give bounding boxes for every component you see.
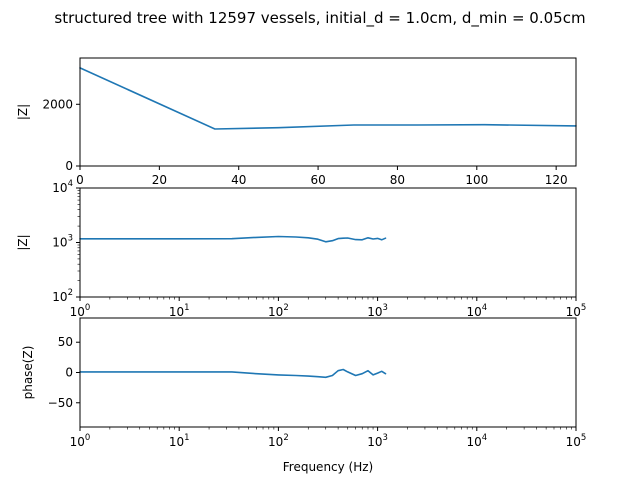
x-tick-label: 80 — [390, 173, 405, 187]
x-tick-label: 101 — [169, 303, 190, 319]
x-tick-label: 100 — [70, 303, 91, 319]
x-axis-label: Frequency (Hz) — [283, 460, 374, 474]
x-tick-label: 100 — [465, 173, 488, 187]
x-tick-label: 101 — [169, 433, 190, 449]
x-tick-label: 105 — [566, 303, 587, 319]
x-tick-label: 40 — [231, 173, 246, 187]
x-tick-label: 120 — [545, 173, 568, 187]
x-tick-label: 100 — [70, 433, 91, 449]
y-tick-label: −50 — [48, 396, 73, 410]
magnitude-log-chart: 100 101 102 103 104 105 102 103 104 |Z| — [16, 179, 586, 319]
y-tick-label: 102 — [52, 288, 73, 304]
phase-log-chart: 100 101 102 103 104 105 −50 0 50 phase(Z) Frequenc… — [21, 317, 587, 474]
y-tick-label: 0 — [65, 159, 73, 173]
x-tick-label: 103 — [367, 433, 388, 449]
series-line-0 — [79, 235, 387, 243]
series-line-0 — [79, 67, 577, 130]
x-tick-label: 104 — [466, 303, 487, 319]
y-tick-label: 50 — [58, 335, 73, 349]
y-axis-label: phase(Z) — [21, 346, 35, 400]
y-tick-label: 2000 — [42, 97, 73, 111]
x-tick-label: 103 — [367, 303, 388, 319]
figure-title: structured tree with 12597 vessels, init… — [54, 9, 585, 28]
y-tick-label: 103 — [52, 234, 73, 250]
x-tick-label: 105 — [566, 433, 587, 449]
series-line-0 — [79, 368, 387, 379]
y-axis-label: |Z| — [16, 104, 30, 120]
x-tick-label: 60 — [310, 173, 325, 187]
y-tick-label: 104 — [52, 179, 73, 195]
y-tick-label: 0 — [65, 366, 73, 380]
x-tick-label: 102 — [268, 433, 289, 449]
plot-frame — [79, 57, 577, 167]
x-tick-label: 20 — [152, 173, 167, 187]
x-tick-label: 102 — [268, 303, 289, 319]
y-axis-label: |Z| — [16, 234, 30, 250]
top-linear-chart: 0 20 40 60 80 100 120 0 2000 |Z| — [16, 57, 577, 187]
x-tick-label: 104 — [466, 433, 487, 449]
x-tick-label: 0 — [76, 173, 84, 187]
